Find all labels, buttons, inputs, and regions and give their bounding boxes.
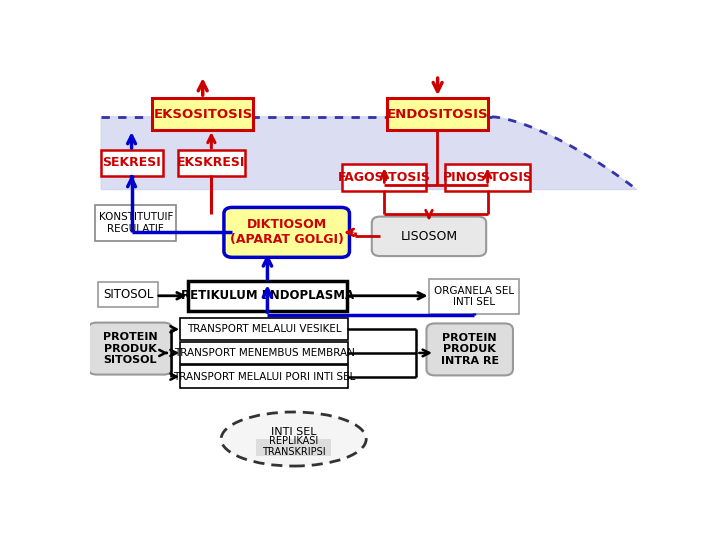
- Text: SEKRESI: SEKRESI: [102, 157, 161, 170]
- Text: RETIKULUM ENDOPLASMA: RETIKULUM ENDOPLASMA: [181, 289, 354, 302]
- FancyBboxPatch shape: [342, 164, 426, 191]
- FancyBboxPatch shape: [181, 342, 348, 364]
- Text: REPLIKASI
TRANSKRIPSI: REPLIKASI TRANSKRIPSI: [262, 436, 325, 457]
- Text: FAGOSITOSIS: FAGOSITOSIS: [338, 171, 431, 184]
- FancyBboxPatch shape: [99, 282, 158, 307]
- FancyBboxPatch shape: [153, 98, 253, 131]
- Text: PROTEIN
PRODUK
SITOSOL: PROTEIN PRODUK SITOSOL: [103, 332, 158, 365]
- FancyBboxPatch shape: [181, 366, 348, 388]
- Text: EKSOSITOSIS: EKSOSITOSIS: [153, 108, 253, 121]
- Text: DIKTIOSOM
(APARAT GOLGI): DIKTIOSOM (APARAT GOLGI): [230, 218, 343, 246]
- FancyBboxPatch shape: [89, 322, 172, 375]
- Text: PROTEIN
PRODUK
INTRA RE: PROTEIN PRODUK INTRA RE: [441, 333, 499, 366]
- FancyBboxPatch shape: [95, 205, 176, 241]
- FancyBboxPatch shape: [446, 164, 530, 191]
- Text: KONSTITUTUIF
REGULATIF: KONSTITUTUIF REGULATIF: [99, 212, 173, 234]
- FancyBboxPatch shape: [426, 323, 513, 375]
- FancyBboxPatch shape: [178, 150, 245, 176]
- FancyBboxPatch shape: [181, 318, 348, 341]
- FancyBboxPatch shape: [101, 150, 163, 176]
- Polygon shape: [101, 117, 637, 190]
- Text: SITOSOL: SITOSOL: [103, 288, 153, 301]
- Text: INTI SEL: INTI SEL: [271, 427, 316, 436]
- Text: PINOSITOSIS: PINOSITOSIS: [443, 171, 533, 184]
- FancyBboxPatch shape: [188, 281, 347, 310]
- Text: LISOSOM: LISOSOM: [400, 230, 457, 243]
- Text: TRANSPORT MELALUI PORI INTI SEL: TRANSPORT MELALUI PORI INTI SEL: [174, 372, 356, 382]
- Text: TRANSPORT MELALUI VESIKEL: TRANSPORT MELALUI VESIKEL: [187, 324, 342, 334]
- FancyBboxPatch shape: [224, 207, 349, 258]
- Text: ENDOSITOSIS: ENDOSITOSIS: [387, 108, 488, 121]
- Text: EKSKRESI: EKSKRESI: [177, 157, 246, 170]
- Ellipse shape: [221, 412, 366, 466]
- FancyBboxPatch shape: [256, 439, 331, 456]
- FancyBboxPatch shape: [372, 217, 486, 256]
- Text: TRANSPORT MENEMBUS MEMBRAN: TRANSPORT MENEMBUS MEMBRAN: [174, 348, 355, 358]
- FancyBboxPatch shape: [387, 98, 488, 131]
- Text: ORGANELA SEL
INTI SEL: ORGANELA SEL INTI SEL: [433, 286, 513, 307]
- FancyBboxPatch shape: [428, 279, 518, 314]
